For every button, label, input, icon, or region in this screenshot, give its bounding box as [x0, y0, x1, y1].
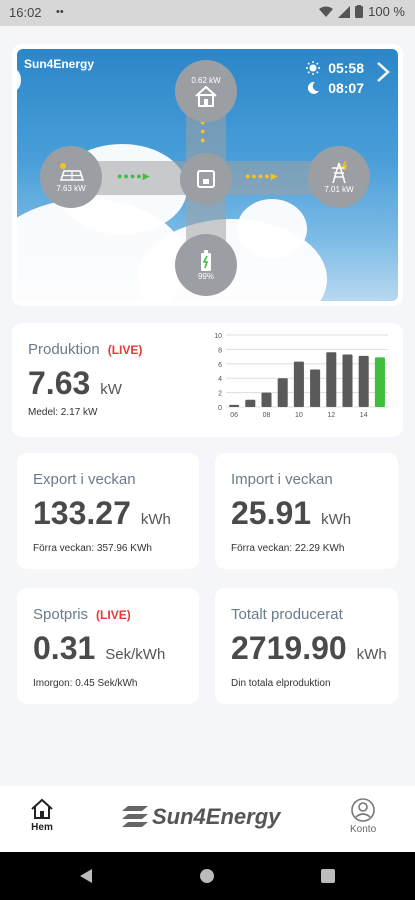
battery-node[interactable]: 99% [175, 234, 237, 296]
recents-icon[interactable] [320, 868, 336, 884]
logo-stripes-icon [122, 806, 148, 827]
wifi-icon [319, 6, 334, 17]
nav-home-label: Hem [31, 822, 53, 833]
total-produced-card[interactable]: Totalt producerat 2719.90 kWh Din totala … [215, 588, 398, 704]
import-previous-week: Förra veckan: 22.29 KWh [231, 543, 345, 554]
total-produced-value: 2719.90 [231, 630, 347, 666]
system-navigation-bar [0, 852, 415, 900]
total-produced-unit: kWh [356, 646, 387, 663]
production-bar-chart: 0 2 4 6 8 10 06 08 10 12 14 [214, 333, 388, 419]
sun-icon [306, 61, 321, 75]
chart-bar [342, 354, 353, 407]
house-icon [195, 85, 217, 107]
import-card[interactable]: Import i veckan 25.91 kWh Förra veckan: 2… [215, 453, 398, 569]
nav-account-label: Konto [350, 824, 377, 835]
chart-bar [245, 399, 256, 407]
solar-flow-arrows: ●●●●▶ [117, 171, 151, 181]
signal-icon [338, 5, 351, 18]
x-tick-label: 06 [230, 412, 238, 419]
brand-logo: Sun4Energy [122, 804, 280, 830]
inverter-icon [197, 170, 215, 188]
production-card[interactable]: Produktion (LIVE) 7.63 kW Medel: 2.17 kW 0… [12, 323, 403, 437]
energy-flow-card[interactable]: Sun4Energy 05:58 08:07 ●●●●▶ ●●●●▶ ▲●●● … [12, 44, 403, 306]
x-tick-label: 12 [327, 412, 335, 419]
battery-percent: 100 % [368, 4, 405, 19]
y-tick-label: 6 [218, 362, 222, 369]
status-bar: 16:02 •• 100 % [0, 0, 415, 26]
import-unit: kWh [321, 511, 352, 528]
y-tick-label: 0 [218, 405, 222, 412]
sunrise-time: 05:58 [328, 60, 364, 76]
x-tick-label: 08 [263, 412, 271, 419]
production-unit: kW [100, 381, 122, 398]
spot-price-value: 0.31 [33, 630, 96, 666]
spot-price-tomorrow: Imorgon: 0.45 Sek/kWh [33, 678, 138, 689]
y-tick-label: 2 [218, 391, 222, 398]
chart-bar [229, 404, 240, 407]
grid-flow-arrows: ●●●●▶ [245, 171, 279, 181]
live-badge: (LIVE) [96, 608, 131, 622]
export-value: 133.27 [33, 495, 131, 531]
house-node[interactable]: 0.62 kW [175, 60, 237, 122]
battery-level: 99% [197, 271, 214, 281]
import-value: 25.91 [231, 495, 312, 531]
spot-price-label: Spotpris [33, 606, 89, 623]
export-unit: kWh [140, 511, 171, 528]
chart-bar [326, 352, 337, 407]
battery-charging-icon [201, 249, 211, 271]
chart-bar [277, 378, 288, 407]
nav-home[interactable]: Hem [30, 798, 54, 833]
inverter-node[interactable] [180, 153, 232, 205]
y-tick-label: 10 [214, 333, 222, 340]
solar-node[interactable]: 7.63 kW [40, 146, 102, 208]
house-power: 0.62 kW [191, 75, 221, 85]
solar-panel-icon [59, 162, 84, 181]
chart-bar [293, 361, 304, 407]
chart-bar [310, 369, 321, 407]
x-tick-label: 14 [360, 412, 368, 419]
spot-price-unit: Sek/kWh [105, 646, 166, 663]
nav-account[interactable]: Konto [350, 798, 376, 835]
export-card[interactable]: Export i veckan 133.27 kWh Förra veckan: … [17, 453, 199, 569]
battery-icon [355, 5, 364, 18]
bottom-navigation: Hem Sun4Energy Konto [0, 786, 415, 852]
brand-name: Sun4Energy [152, 804, 281, 829]
account-icon [351, 798, 375, 822]
total-produced-label: Totalt producerat [231, 606, 343, 623]
y-tick-label: 4 [218, 376, 222, 383]
solar-power: 7.63 kW [56, 183, 86, 193]
sun-times: 05:58 08:07 [306, 58, 364, 98]
dashboard: Sun4Energy 05:58 08:07 ●●●●▶ ●●●●▶ ▲●●● … [0, 26, 415, 786]
chart-bar [358, 355, 369, 407]
grid-power: 7.01 kW [324, 184, 354, 194]
brand-label: Sun4Energy [24, 57, 95, 71]
y-tick-label: 8 [218, 347, 222, 354]
moon-icon [308, 81, 320, 94]
status-time: 16:02 [9, 5, 42, 20]
notification-indicators: •• [56, 6, 64, 18]
live-badge: (LIVE) [107, 343, 143, 357]
grid-node[interactable]: 7.01 kW [308, 146, 370, 208]
home-icon [31, 798, 53, 819]
power-tower-icon [332, 160, 348, 183]
home-circle-icon[interactable] [199, 868, 215, 884]
chart-bar [261, 392, 272, 407]
import-label: Import i veckan [231, 471, 333, 488]
production-value: 7.63 [28, 365, 91, 401]
x-tick-label: 10 [295, 412, 303, 419]
production-average: Medel: 2.17 kW [28, 407, 98, 418]
back-icon[interactable] [78, 868, 94, 884]
chart-bar [374, 357, 385, 407]
export-previous-week: Förra veckan: 357.96 KWh [33, 543, 152, 554]
spot-price-card[interactable]: Spotpris (LIVE) 0.31 Sek/kWh Imorgon: 0.45… [17, 588, 199, 704]
chevron-right-icon[interactable] [376, 61, 390, 83]
production-label: Produktion [28, 341, 100, 358]
sunset-time: 08:07 [328, 80, 364, 96]
total-produced-description: Din totala elproduktion [231, 678, 331, 689]
export-label: Export i veckan [33, 471, 136, 488]
